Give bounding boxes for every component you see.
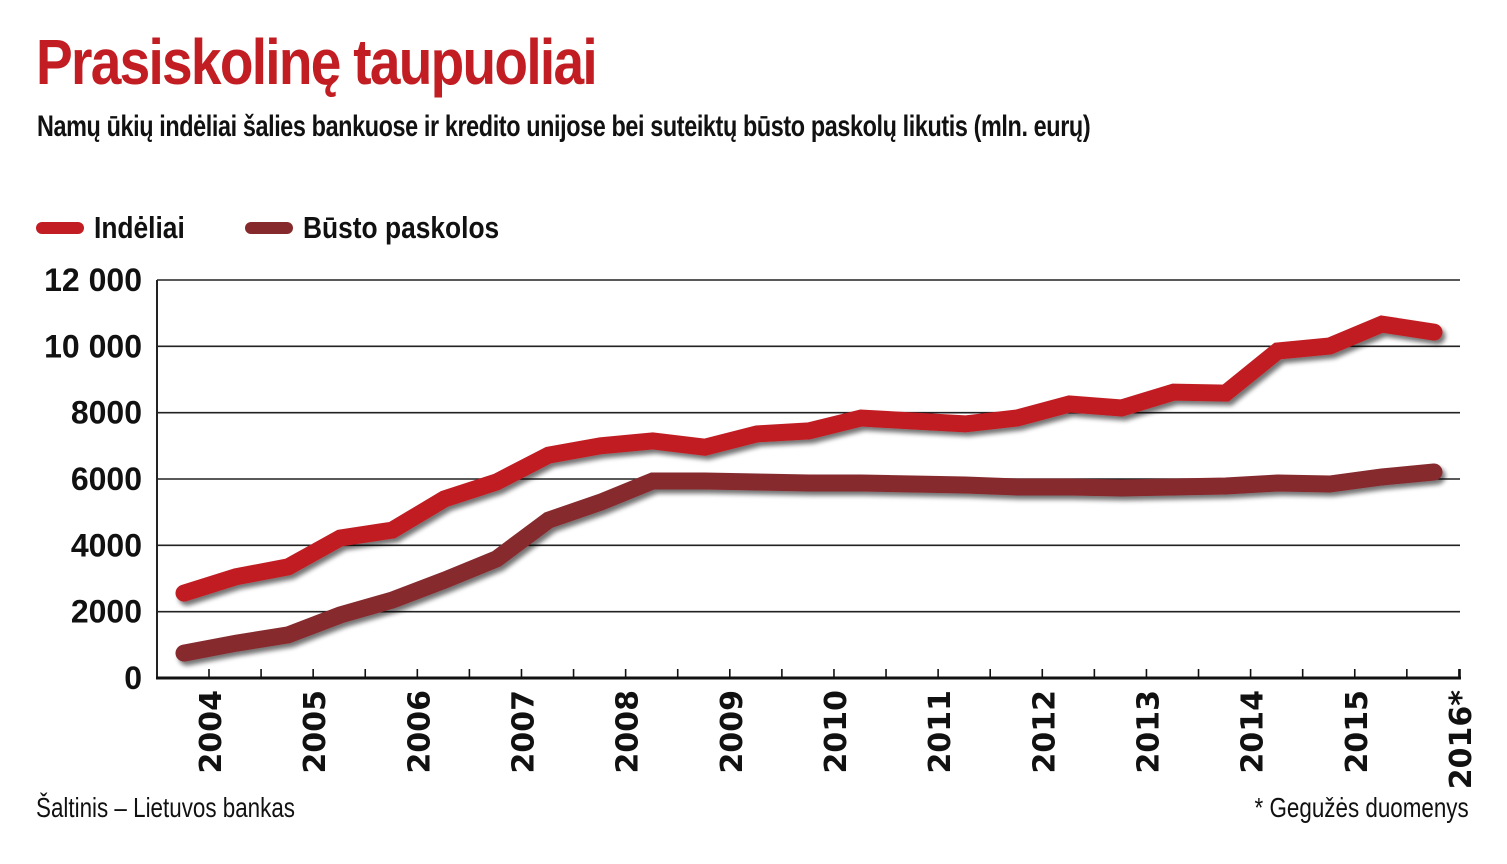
deposits-line: [175, 315, 1443, 602]
legend-label-mortgages: Būsto paskolos: [302, 210, 500, 245]
x-tick-label: 2007: [507, 690, 542, 774]
y-tick-label: 2000: [71, 594, 142, 630]
legend-label-deposits: Indėliai: [94, 210, 185, 245]
chart-subtitle: Namų ūkių indėliai šalies bankuose ir kr…: [37, 110, 1091, 143]
y-tick-label: 0: [124, 660, 142, 696]
y-tick-label: 12 000: [44, 262, 142, 298]
y-tick-label: 8000: [71, 395, 142, 431]
x-tick-label: 2006: [402, 690, 437, 774]
x-tick-label: 2009: [715, 690, 750, 774]
source-note: Šaltinis – Lietuvos bankas: [36, 792, 295, 823]
x-tick-label: 2008: [611, 690, 646, 774]
legend-item-mortgages: Būsto paskolos: [244, 210, 534, 246]
legend: Indėliai Būsto paskolos: [36, 208, 578, 248]
deposits-line-swatch-icon: [36, 222, 84, 234]
mortgages-line-swatch-icon: [244, 222, 293, 234]
x-axis: 2004 2005 2006 2007 2008 2009 2010 2011 2012 2013…: [156, 280, 1479, 789]
mortgages-line: [175, 463, 1443, 662]
data-series: [175, 315, 1443, 662]
x-tick-label: 2010: [819, 690, 854, 774]
chart-title: Prasiskolinę taupuoliai: [36, 26, 598, 98]
x-tick-label: 2014: [1236, 690, 1271, 774]
x-tick-label: 2005: [298, 690, 333, 774]
y-axis-labels: 0 2000 4000 6000 8000 10 000 12 000: [44, 262, 142, 696]
x-tick-label: 2016*: [1444, 690, 1479, 789]
y-tick-label: 6000: [71, 461, 142, 497]
footnote: * Gegužės duomenys: [1254, 792, 1469, 823]
x-tick-label: 2012: [1027, 690, 1062, 774]
x-tick-label: 2013: [1132, 690, 1167, 774]
legend-item-deposits: Indėliai: [36, 210, 201, 246]
x-tick-label: 2004: [194, 690, 229, 774]
x-tick-label: 2015: [1340, 690, 1375, 774]
gridlines: [157, 279, 1460, 613]
x-tick-label: 2011: [923, 690, 958, 774]
y-tick-label: 10 000: [44, 328, 142, 364]
y-tick-label: 4000: [71, 527, 142, 563]
